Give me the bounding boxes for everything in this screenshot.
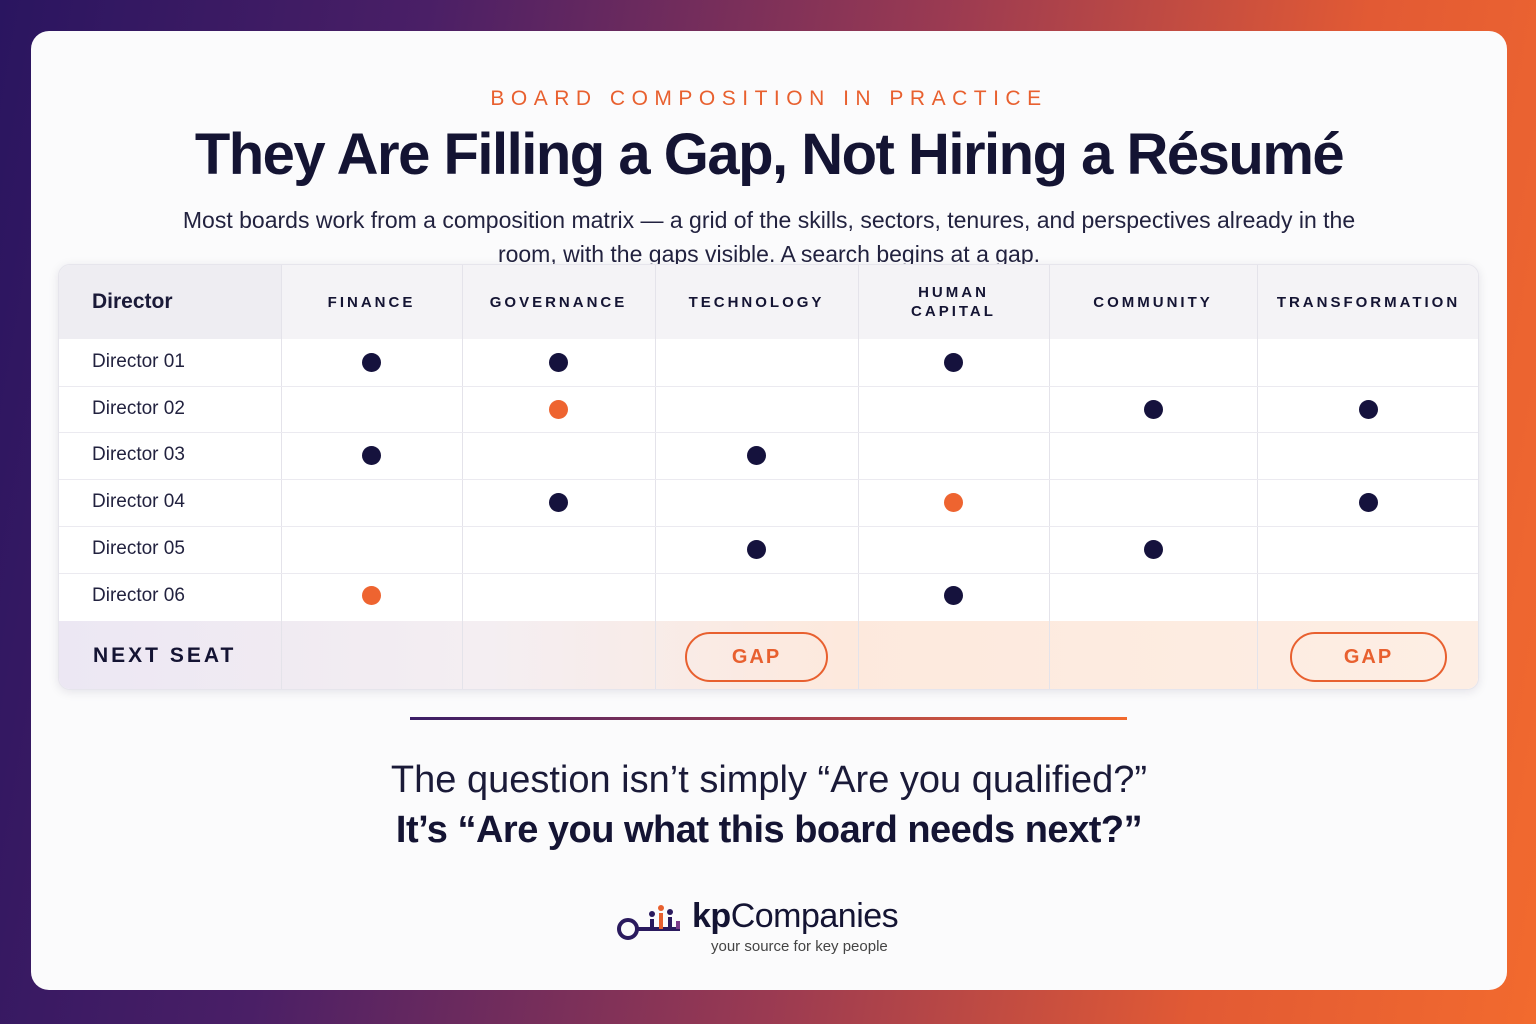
skill-dot-navy (362, 446, 381, 466)
question-line-2: It’s “Are you what this board needs next… (395, 809, 1143, 851)
infographic-card: BOARD COMPOSITION IN PRACTICE They Are F… (31, 31, 1507, 990)
skill-dot-navy (1143, 539, 1163, 559)
skill-dot-navy (1359, 492, 1378, 512)
column-header-community: COMMUNITY (1093, 293, 1213, 311)
row-divider (59, 572, 1478, 574)
eyebrow: BOARD COMPOSITION IN PRACTICE (490, 87, 1048, 110)
column-header-transformation: TRANSFORMATION (1276, 293, 1461, 311)
skill-dot-orange (549, 399, 568, 419)
skill-dot-orange (944, 492, 963, 512)
director-name: Director 04 (92, 491, 185, 513)
column-divider (1257, 265, 1258, 689)
director-name: Director 01 (92, 351, 185, 372)
logo-tagline: your source for key people (711, 938, 888, 955)
gap-badge: GAP (685, 632, 828, 682)
matrix-corner-label: Director (92, 290, 173, 313)
page-title: They Are Filling a Gap, Not Hiring a Rés… (194, 122, 1345, 187)
column-divider (462, 265, 463, 689)
column-header-governance: GOVERNANCE (489, 293, 628, 311)
row-divider (59, 479, 1478, 481)
logo-wordmark: kpCompanies (692, 897, 899, 935)
composition-matrix: Director NEXT SEAT FINANCE GOVERNANCE TECH… (58, 264, 1479, 690)
row-divider (59, 525, 1478, 527)
skill-dot-navy (747, 446, 766, 466)
skill-dot-navy (362, 352, 381, 372)
divider (410, 717, 1127, 720)
skill-dot-navy (549, 352, 568, 372)
skill-dot-navy (944, 586, 963, 606)
director-name: Director 02 (92, 397, 185, 419)
row-divider (59, 432, 1478, 434)
gap-badge: GAP (1290, 632, 1447, 682)
column-header-technology: TECHNOLOGY (688, 293, 825, 311)
key-people-icon (617, 905, 680, 940)
subtitle: Most boards work from a composition matr… (182, 207, 1356, 267)
logo: kpCompanies your source for key people (614, 897, 934, 967)
question-line-1: The question isn’t simply “Are you quali… (390, 759, 1148, 801)
director-name: Director 06 (92, 584, 185, 606)
next-seat-label: NEXT SEAT (93, 644, 237, 667)
skill-dot-navy (1143, 399, 1163, 419)
column-divider (858, 265, 859, 689)
matrix-header-row: Director (59, 265, 1478, 339)
row-divider (59, 385, 1478, 387)
column-divider (655, 265, 656, 689)
column-divider (1049, 265, 1050, 689)
director-name: Director 05 (92, 537, 185, 559)
column-divider (281, 265, 282, 689)
skill-dot-navy (1359, 399, 1378, 419)
director-name: Director 03 (92, 444, 185, 466)
column-header-human-capital: HUMAN CAPITAL (911, 284, 996, 320)
column-header-finance: FINANCE (327, 293, 416, 311)
skill-dot-orange (362, 586, 381, 606)
skill-dot-navy (549, 492, 568, 512)
skill-dot-navy (944, 352, 963, 372)
skill-dot-navy (747, 539, 766, 559)
